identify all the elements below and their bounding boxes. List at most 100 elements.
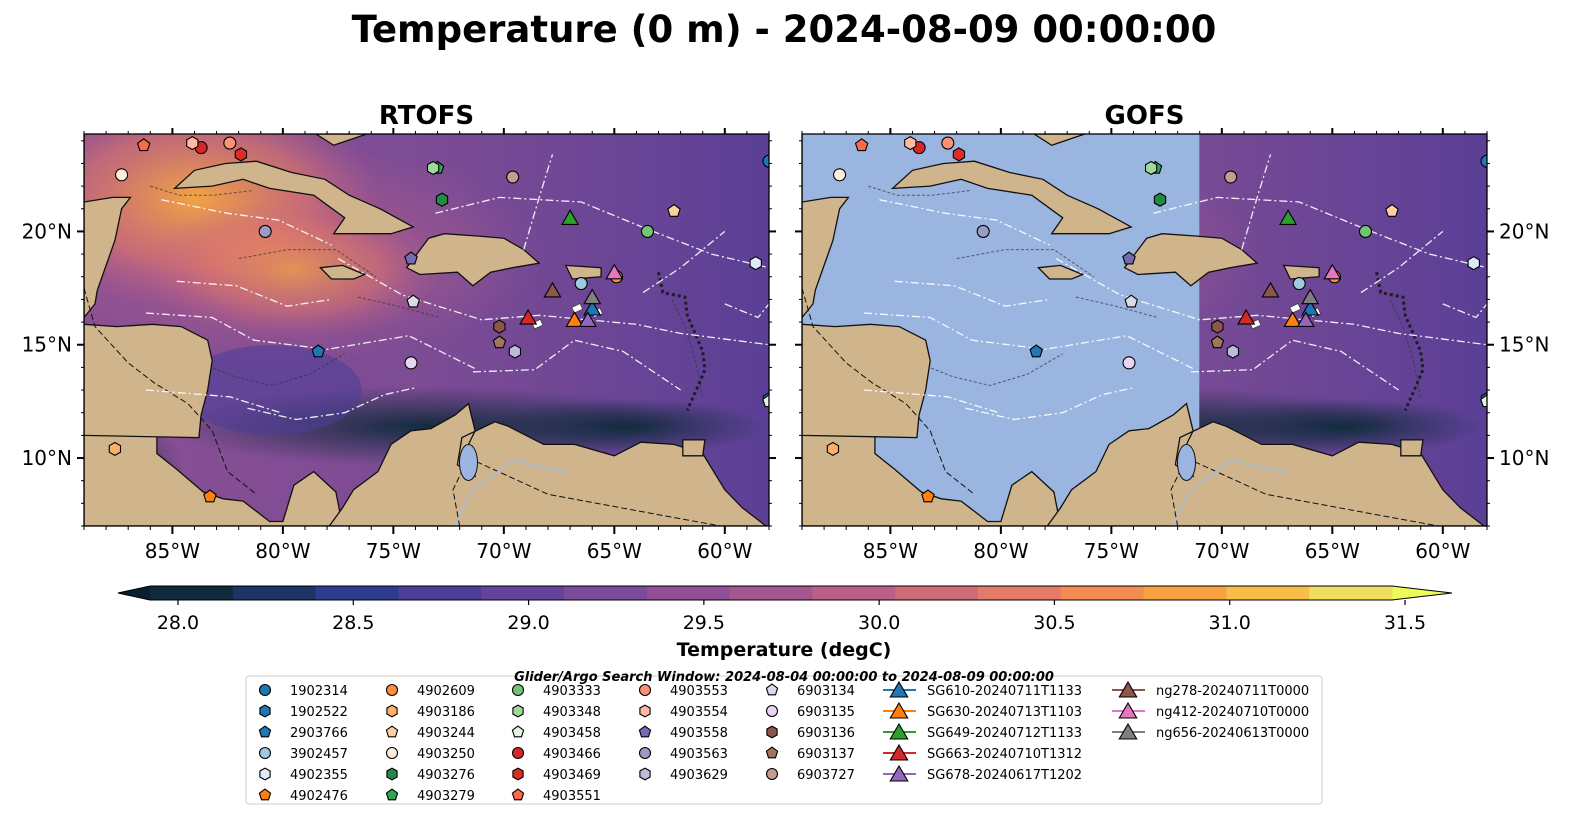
legend-label: 4903466	[543, 747, 601, 762]
land-honduras	[802, 323, 931, 439]
float-marker-4903250	[115, 168, 129, 182]
float-marker-6903137	[492, 335, 507, 349]
float-marker-6903134	[1124, 294, 1139, 308]
float-marker-4903333	[1358, 224, 1373, 238]
legend-label: ng656-20240613T0000	[1156, 726, 1309, 741]
figure-title: Temperature (0 m) - 2024-08-09 00:00:00	[352, 8, 1217, 51]
x-tick-label: 80°W	[973, 539, 1028, 563]
legend-marker	[385, 683, 399, 697]
land-bahamas-top	[1032, 134, 1086, 147]
lake-maracaibo	[458, 444, 478, 482]
legend-marker	[889, 701, 909, 719]
legend-label: ng412-20240710T0000	[1156, 705, 1309, 720]
legend-label: 6903134	[797, 684, 855, 699]
eez-boundary-line	[1055, 258, 1487, 346]
land-trinidad	[1400, 439, 1424, 457]
legend-label: 4902476	[290, 789, 348, 804]
colorbar-tick-label: 29.0	[507, 612, 549, 634]
float-marker-3902457	[574, 276, 588, 291]
colorbar-bin	[812, 586, 896, 600]
land-east-c-america	[802, 196, 850, 319]
legend-marker	[1118, 680, 1138, 698]
land-puerto-rico	[1282, 264, 1320, 280]
legend-marker	[258, 746, 272, 760]
legend-marker	[512, 704, 524, 718]
y-tick-label: 15°N	[22, 333, 72, 357]
eez-boundary-line	[1153, 196, 1487, 269]
isobath-line	[357, 296, 440, 318]
float-marker-4903348	[426, 160, 440, 176]
float-marker-4903333	[640, 224, 655, 238]
eez-boundary-line	[435, 196, 769, 269]
land-puerto-rico	[564, 264, 602, 280]
float-marker-6903137	[1210, 335, 1225, 349]
float-marker-4903276	[1153, 192, 1167, 207]
float-marker-4902476	[921, 489, 935, 503]
eez-boundary-line	[145, 389, 281, 414]
float-marker-4903553	[941, 136, 955, 150]
float-marker-4902476	[203, 489, 217, 503]
colorbar-label: Temperature (degC)	[677, 639, 892, 661]
eez-boundary-line	[724, 303, 769, 319]
legend-marker	[765, 767, 779, 781]
legend-label: 3902457	[290, 747, 348, 762]
legend-label: 4902609	[417, 684, 475, 699]
search-window-text: Glider/Argo Search Window: 2024-08-04 00…	[514, 670, 1054, 685]
land-cuba	[890, 160, 1133, 235]
x-tick-label: 70°W	[476, 539, 531, 563]
float-marker-4903551	[136, 138, 151, 152]
float-marker-ng656-20240613t0000	[583, 288, 602, 305]
river-line	[1172, 459, 1289, 526]
float-marker-6903727	[506, 170, 520, 184]
map-panel-rtofs: RTOFS 85°W 80°W 75°W 70°W 65°W 60°W 10°N 15°N 20°…	[22, 101, 776, 563]
legend-marker	[511, 683, 525, 697]
float-marker-sg610-20240711t1133	[1301, 299, 1320, 316]
legend-marker	[385, 788, 399, 801]
land-trinidad	[682, 439, 706, 457]
colorbar-tick-label: 30.5	[1033, 612, 1075, 634]
legend-label: 4902355	[290, 768, 348, 783]
legend-label: SG649-20240712T1133	[927, 726, 1082, 741]
glider-track	[571, 303, 583, 314]
float-marker-1902314	[1480, 154, 1487, 168]
glider-track	[1249, 319, 1262, 330]
colorbar-tick-label: 31.5	[1384, 612, 1426, 634]
float-marker-4903629	[1226, 344, 1240, 359]
legend-label: 4903551	[543, 789, 601, 804]
legend-label: 2903766	[290, 726, 348, 741]
isobath-line	[912, 353, 1063, 387]
colorbar-tick-label: 28.5	[332, 612, 374, 634]
legend-marker	[765, 704, 779, 718]
land-cuba	[172, 160, 415, 235]
x-tick-label: 75°W	[1084, 539, 1139, 563]
x-tick-label: 60°W	[697, 539, 752, 563]
float-marker-6903135	[1122, 356, 1136, 370]
legend-label: 6903136	[797, 726, 855, 741]
legend-marker	[386, 767, 398, 781]
y-tick-label: 10°N	[1499, 446, 1549, 470]
isobath-line	[1075, 296, 1158, 318]
float-marker-ng412-20240710t0000	[1323, 263, 1342, 280]
float-marker-ng278-20240711t0000	[543, 281, 562, 298]
legend-marker	[385, 746, 399, 760]
y-tick-label: 20°N	[1499, 219, 1549, 243]
legend: Glider/Argo Search Window: 2024-08-04 00…	[245, 670, 1323, 805]
panel-title: RTOFS	[379, 101, 474, 131]
float-marker-4903244	[1385, 203, 1399, 217]
float-marker-sg630-20240713t1103	[1283, 311, 1302, 327]
legend-marker	[386, 704, 398, 718]
legend-marker	[258, 683, 272, 697]
legend-label: 4903563	[670, 747, 728, 762]
legend-marker	[512, 767, 524, 781]
float-marker-ng412-20240710t0000	[605, 263, 624, 280]
float-marker-4903186	[108, 441, 122, 457]
isobath-line	[150, 185, 252, 196]
legend-label: 4903348	[543, 705, 601, 720]
legend-marker	[889, 743, 909, 761]
legend-label: 4903186	[417, 705, 475, 720]
legend-label: 4903469	[543, 768, 601, 783]
float-marker-6903136	[1211, 319, 1224, 334]
colorbar-bin	[729, 586, 813, 600]
land-hispaniola	[405, 233, 541, 287]
glider-track	[1289, 303, 1301, 314]
